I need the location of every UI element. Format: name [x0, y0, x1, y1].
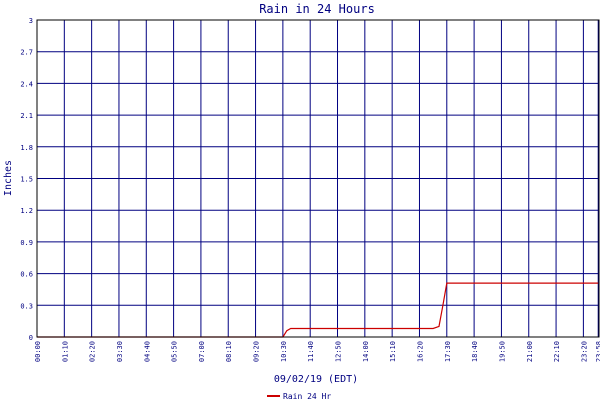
- y-tick-label: 1.5: [20, 176, 33, 184]
- x-tick-label: 16:20: [416, 341, 424, 362]
- x-tick-label: 12:50: [335, 341, 343, 362]
- y-tick-label: 0: [29, 334, 33, 342]
- y-tick-label: 1.8: [20, 144, 33, 152]
- x-tick-label: 17:30: [444, 341, 452, 362]
- x-tick-label: 10:30: [280, 341, 288, 362]
- x-tick-label: 04:40: [143, 341, 151, 362]
- x-tick-label: 19:50: [498, 341, 506, 362]
- x-tick-label: 23:20: [580, 341, 588, 362]
- x-tick-label: 22:10: [553, 341, 561, 362]
- x-tick-label: 23:58: [595, 341, 600, 362]
- series-layer: [37, 282, 599, 338]
- rain-24hr-line: [37, 282, 599, 338]
- x-tick-label: 21:00: [526, 341, 534, 362]
- x-axis-label: 09/02/19 (EDT): [274, 374, 358, 385]
- legend-label: Rain 24 Hr: [283, 392, 331, 400]
- x-tick-label: 15:10: [389, 341, 397, 362]
- y-tick-labels: 0 0.3 0.6 0.9 1.2 1.5 1.8 2.1 2.4 2.7 3: [20, 17, 33, 342]
- y-tick-label: 0.6: [20, 271, 33, 279]
- y-tick-label: 0.3: [20, 302, 33, 310]
- y-tick-label: 2.4: [20, 80, 33, 88]
- plot-frame: [36, 19, 600, 338]
- x-tick-label: 18:40: [471, 341, 479, 362]
- x-tick-label: 02:20: [89, 341, 97, 362]
- y-axis-label: Inches: [3, 160, 14, 196]
- grid: [37, 20, 599, 337]
- x-tick-label: 14:00: [362, 341, 370, 362]
- x-tick-label: 07:00: [198, 341, 206, 362]
- x-tick-label: 05:50: [171, 341, 179, 362]
- x-tick-label: 08:10: [225, 341, 233, 362]
- x-tick-label: 03:30: [116, 341, 124, 362]
- x-tick-label: 00:00: [34, 341, 42, 362]
- legend: Rain 24 Hr: [267, 392, 331, 400]
- x-tick-labels: 00:00 01:10 02:20 03:30 04:40 05:50 07:00 08:10…: [34, 341, 600, 362]
- x-tick-label: 09:20: [253, 341, 261, 362]
- x-tick-label: 01:10: [61, 341, 69, 362]
- y-tick-label: 3: [29, 17, 33, 25]
- y-tick-label: 2.7: [20, 49, 33, 57]
- y-tick-label: 0.9: [20, 239, 33, 247]
- chart-title: Rain in 24 Hours: [259, 2, 375, 16]
- y-tick-label: 2.1: [20, 112, 33, 120]
- y-tick-label: 1.2: [20, 207, 33, 215]
- x-tick-label: 11:40: [307, 341, 315, 362]
